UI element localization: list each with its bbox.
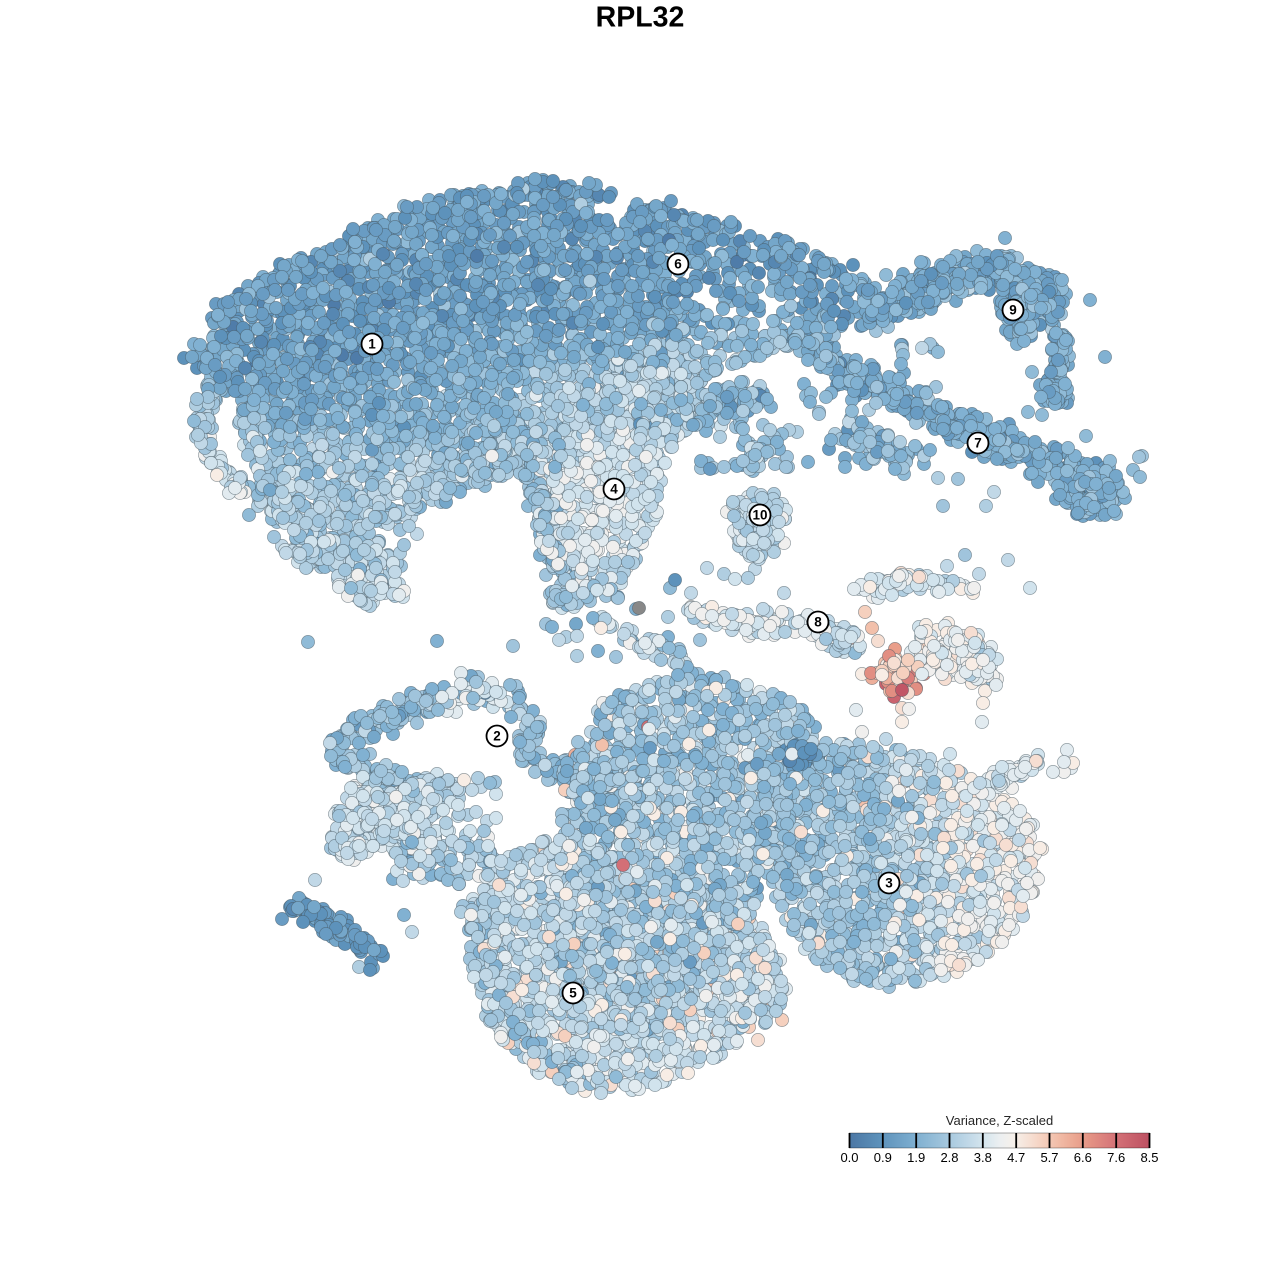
svg-text:RPL32: RPL32 xyxy=(596,2,685,34)
